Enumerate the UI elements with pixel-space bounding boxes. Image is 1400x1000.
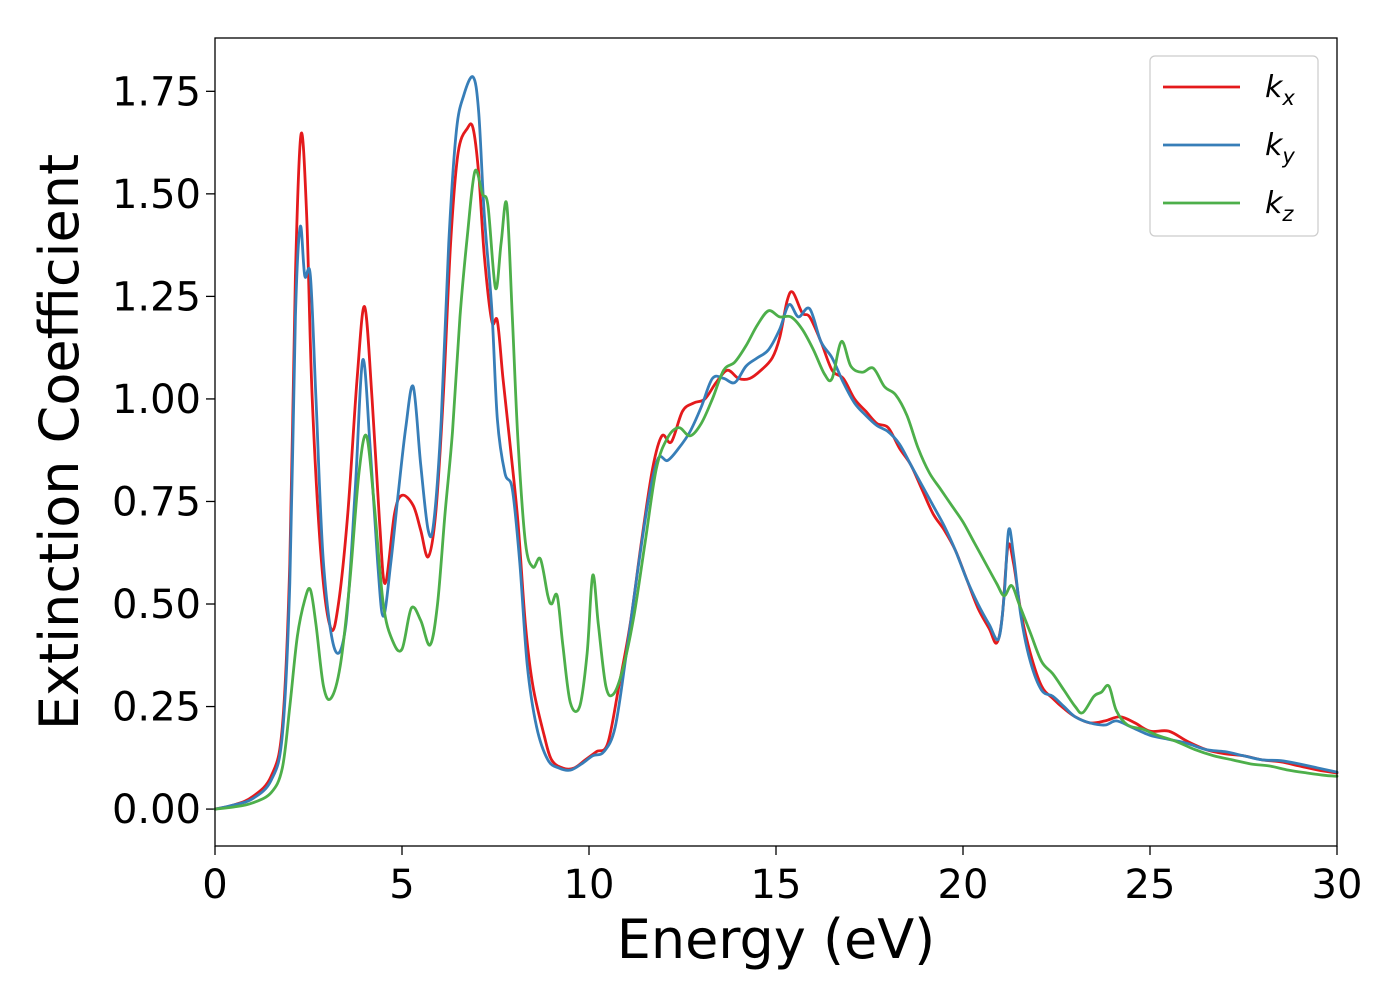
x-tick-label: 30: [1312, 862, 1363, 908]
series-line-x: [213, 122, 1339, 811]
y-axis-label: Extinction Coefficient: [28, 154, 91, 730]
legend-label-base: k: [1265, 70, 1284, 105]
legend-label-z: kz: [1265, 186, 1294, 226]
legend-label-subscript: y: [1281, 144, 1295, 168]
x-axis-label: Energy (eV): [617, 908, 936, 971]
y-tick-label: 0.50: [112, 582, 201, 628]
y-tick-label: 0.25: [112, 685, 201, 731]
series-line-y: [213, 75, 1339, 811]
legend-label-x: kx: [1265, 70, 1295, 110]
series-layer: [213, 75, 1339, 811]
x-axis-ticks: 0 5 10 15 20 25 30: [202, 846, 1362, 908]
legend-label-subscript: x: [1281, 86, 1295, 110]
series-line-z: [213, 168, 1339, 811]
x-tick-label: 20: [938, 862, 989, 908]
y-tick-label: 0.75: [112, 479, 201, 525]
x-tick-label: 10: [564, 862, 615, 908]
legend-label-base: k: [1265, 186, 1284, 221]
y-tick-label: 1.75: [112, 69, 201, 115]
legend-label-base: k: [1265, 128, 1284, 163]
y-tick-label: 1.00: [112, 377, 201, 423]
legend-label-subscript: z: [1281, 202, 1294, 226]
x-tick-label: 25: [1125, 862, 1176, 908]
x-tick-label: 5: [389, 862, 414, 908]
y-tick-label: 0.00: [112, 787, 201, 833]
y-tick-label: 1.25: [112, 274, 201, 320]
x-tick-label: 15: [751, 862, 802, 908]
y-tick-label: 1.50: [112, 172, 201, 218]
plot-frame: [214, 37, 1338, 847]
y-axis-ticks: 0.00 0.25 0.50 0.75 1.00 1.25 1.50 1.75: [112, 69, 215, 833]
x-tick-label: 0: [202, 862, 227, 908]
legend-label-y: ky: [1265, 128, 1295, 168]
